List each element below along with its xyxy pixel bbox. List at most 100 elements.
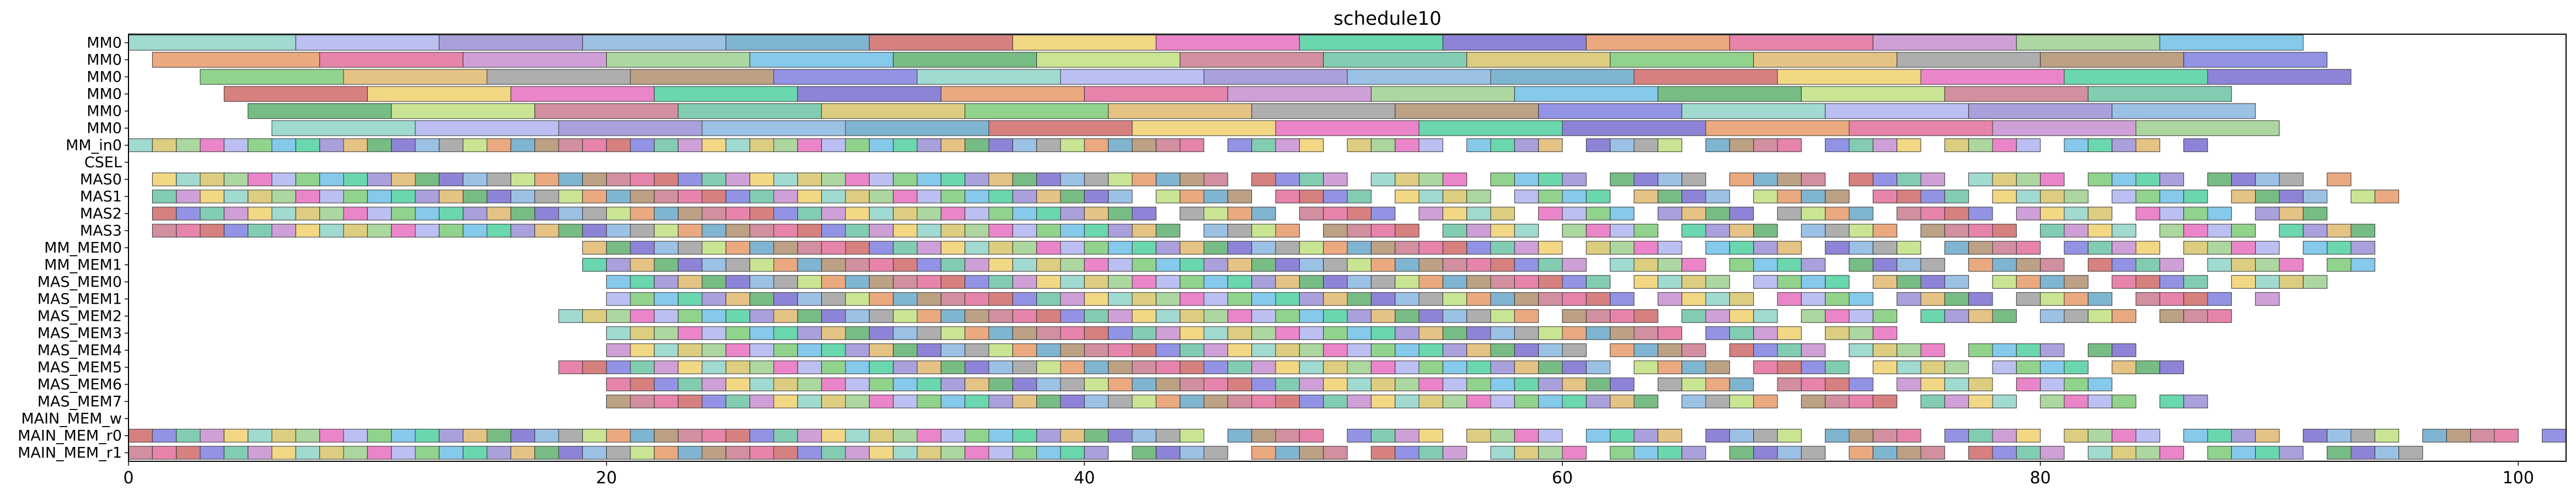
gantt-bar-unit: [749, 224, 774, 238]
y-tick-label: MM0: [87, 69, 122, 86]
gantt-bar-unit: [1395, 224, 1420, 238]
gantt-bar-unit: [1203, 343, 1228, 357]
gantt-bar-unit: [1395, 343, 1420, 357]
gantt-bar-unit: [1442, 360, 1468, 374]
gantt-bar-unit: [1466, 275, 1491, 289]
y-tick-label: MAS_MEM5: [38, 359, 122, 376]
gantt-bar-unit: [1849, 224, 1873, 238]
gantt-bar-unit: [1155, 241, 1181, 255]
gantt-bar-unit: [1442, 172, 1468, 186]
gantt-bar-unit: [1634, 138, 1658, 152]
gantt-bar-unit: [2350, 429, 2375, 443]
gantt-bar-unit: [1849, 395, 1873, 408]
gantt-bar-unit: [2040, 395, 2065, 408]
gantt-bar-mm0: [295, 35, 440, 51]
gantt-bar-unit: [1681, 395, 1706, 408]
gantt-bar-unit: [2255, 207, 2280, 220]
gantt-bar-unit: [438, 138, 464, 152]
gantt-bar-unit: [1825, 241, 1850, 255]
gantt-bar-unit: [1920, 224, 1945, 238]
gantt-bar-unit: [438, 224, 464, 238]
gantt-bar-unit: [630, 429, 655, 443]
gantt-bar-unit: [1370, 224, 1396, 238]
gantt-bar-unit: [1562, 172, 1587, 186]
gantt-bar-unit: [2231, 446, 2256, 460]
y-axis-labels: MM0MM0MM0MM0MM0MM0MM_in0CSELMAS0MAS1MAS2…: [18, 35, 128, 462]
gantt-bar-unit: [1227, 224, 1252, 238]
gantt-bar-unit: [1634, 275, 1658, 289]
gantt-bar-unit: [1323, 190, 1348, 203]
gantt-bar-unit: [2302, 275, 2328, 289]
gantt-bar-unit: [1562, 309, 1587, 323]
x-tick-label: 0: [123, 468, 133, 488]
gantt-bar-unit: [2016, 258, 2041, 272]
gantt-bar-unit: [1370, 360, 1396, 374]
gantt-bar-unit: [725, 258, 751, 272]
gantt-bar-unit: [391, 172, 416, 186]
gantt-bar-unit: [2183, 138, 2208, 152]
gantt-bar-unit: [2112, 395, 2136, 408]
y-tick-label: CSEL: [84, 154, 122, 171]
gantt-bar-unit: [582, 446, 607, 460]
gantt-bar-unit: [797, 172, 822, 186]
gantt-bar-unit: [845, 138, 870, 152]
gantt-bar-unit: [2040, 172, 2065, 186]
gantt-bar-unit: [988, 241, 1013, 255]
y-tick-label: MAS_MEM7: [38, 393, 122, 411]
gantt-bar-unit: [152, 429, 177, 443]
gantt-bar-unit: [1897, 360, 1921, 374]
gantt-bar-unit: [1538, 258, 1563, 272]
gantt-bar-unit: [654, 378, 679, 391]
gantt-bar-unit: [486, 172, 511, 186]
gantt-bar-unit: [1681, 360, 1706, 374]
gantt-bar-unit: [463, 190, 488, 203]
gantt-bar-unit: [1944, 207, 1969, 220]
gantt-bar-unit: [2255, 172, 2280, 186]
gantt-bar-unit: [893, 429, 918, 443]
gantt-bar-unit: [2207, 258, 2232, 272]
gantt-bar-unit: [1084, 343, 1109, 357]
gantt-bar-unit: [940, 378, 966, 391]
gantt-bar-unit: [893, 446, 918, 460]
gantt-bar-unit: [1036, 224, 1061, 238]
gantt-bar-unit: [678, 241, 703, 255]
gantt-bar-unit: [1610, 378, 1635, 391]
y-tick-label: MM_MEM0: [44, 240, 122, 257]
gantt-bar-unit: [1777, 360, 1802, 374]
gantt-bar-unit: [1251, 258, 1276, 272]
gantt-bar-unit: [1825, 207, 1850, 220]
gantt-bar-unit: [2207, 446, 2232, 460]
gantt-bar-unit: [678, 378, 703, 391]
gantt-bar-unit: [893, 172, 918, 186]
gantt-bar-unit: [988, 343, 1013, 357]
gantt-bar-unit: [2207, 309, 2232, 323]
gantt-bar-unit: [1227, 292, 1252, 306]
gantt-bar-unit: [1610, 395, 1635, 408]
gantt-bar-unit: [606, 190, 631, 203]
gantt-bar-unit: [1801, 309, 1826, 323]
gantt-bar-unit: [2207, 172, 2232, 186]
gantt-bar-mm0: [1729, 35, 1873, 51]
gantt-bar-unit: [797, 292, 822, 306]
gantt-bar-unit: [2255, 241, 2280, 255]
gantt-bar-unit: [1490, 207, 1515, 220]
gantt-bar-unit: [1370, 292, 1396, 306]
gantt-bar-unit: [1323, 241, 1348, 255]
gantt-bar-unit: [1132, 138, 1156, 152]
gantt-bar-unit: [1466, 224, 1491, 238]
gantt-bar-unit: [1634, 360, 1658, 374]
gantt-bar-unit: [940, 309, 966, 323]
gantt-bar-unit: [2064, 378, 2088, 391]
gantt-bar-unit: [510, 172, 535, 186]
gantt-bar-unit: [845, 190, 870, 203]
gantt-bar-unit: [367, 207, 392, 220]
gantt-bar-unit: [1299, 343, 1324, 357]
y-tick-label: MM0: [87, 35, 122, 52]
gantt-bar-unit: [510, 429, 535, 443]
gantt-bar-unit: [869, 172, 894, 186]
gantt-bar-unit: [2064, 207, 2088, 220]
gantt-bar-unit: [1872, 326, 1898, 340]
gantt-bar-unit: [2231, 224, 2256, 238]
gantt-bar-unit: [415, 429, 440, 443]
